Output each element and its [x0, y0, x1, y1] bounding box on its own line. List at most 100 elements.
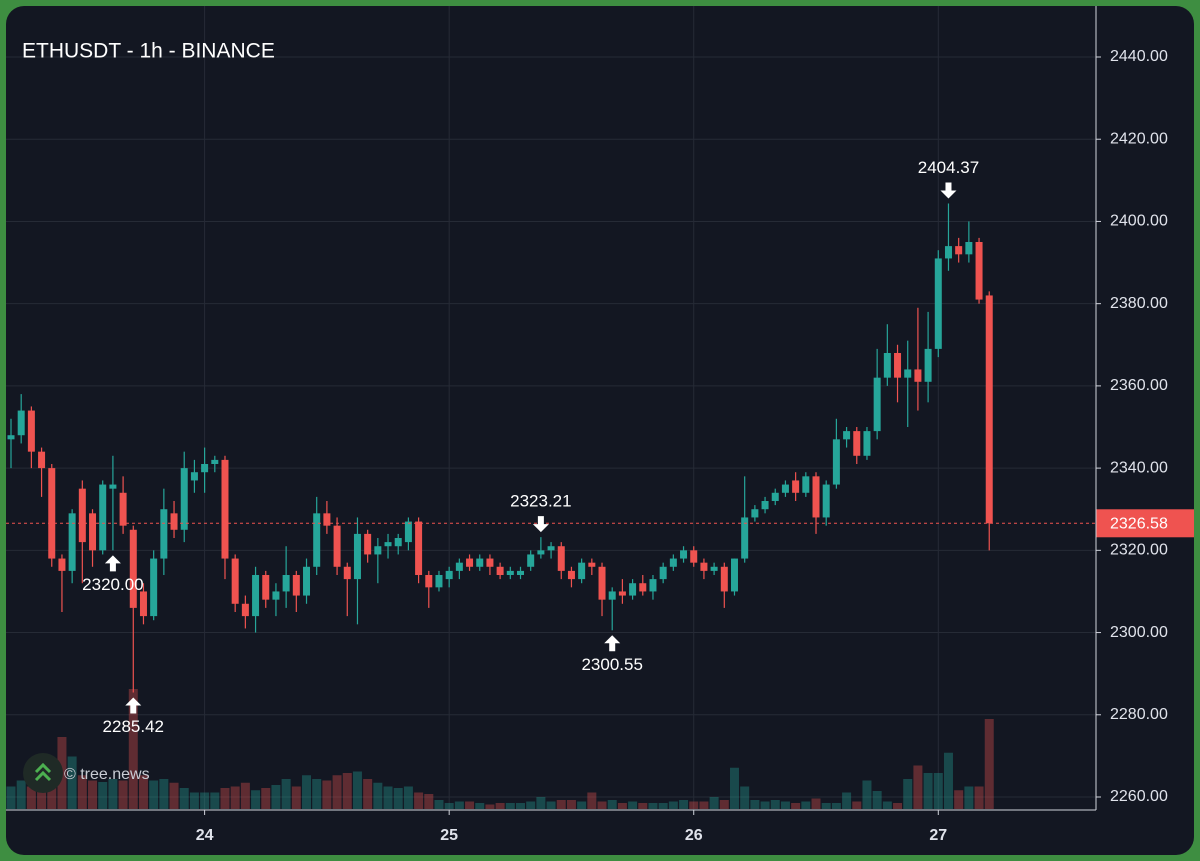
volume-bar: [607, 800, 617, 809]
volume-bar: [893, 803, 903, 809]
volume-bar: [128, 689, 138, 809]
volume-bar: [352, 771, 362, 809]
candle-body: [659, 566, 667, 580]
volume-bar: [628, 801, 638, 809]
candle-body: [690, 550, 698, 563]
volume-bar: [658, 803, 668, 809]
volume-bar: [118, 780, 128, 809]
candle-body: [792, 480, 800, 493]
candle-body: [292, 575, 300, 596]
candle-body: [496, 566, 504, 575]
candle-body: [445, 570, 453, 580]
candle-body: [272, 591, 280, 600]
annotation-label: 2300.55: [581, 655, 642, 674]
candle-body: [425, 575, 433, 588]
candle-body: [944, 246, 952, 259]
candle-body: [965, 242, 973, 255]
candle-body: [17, 410, 25, 436]
candle-body: [170, 513, 178, 530]
volume-bar: [526, 801, 536, 809]
volume-bar: [98, 782, 108, 809]
candle-body: [262, 575, 270, 600]
plot-area: [6, 6, 1194, 810]
volume-bar: [709, 797, 719, 809]
x-tick-label: 27: [929, 827, 947, 844]
volume-bar: [587, 792, 597, 809]
candle-body: [904, 369, 912, 378]
volume-bar: [495, 803, 505, 809]
candle-body: [415, 521, 423, 575]
volume-bar: [750, 800, 760, 809]
volume-bar: [465, 801, 475, 809]
volume-bar: [821, 803, 831, 809]
volume-bar: [852, 801, 862, 809]
volume-bar: [872, 791, 882, 809]
candle-body: [252, 575, 260, 617]
volume-bar: [37, 782, 47, 809]
candle-body: [374, 546, 382, 555]
candle-body: [119, 492, 127, 526]
volume-bar: [108, 779, 118, 809]
x-tick-label: 24: [196, 827, 214, 844]
volume-bar: [47, 779, 57, 809]
candle-body: [150, 558, 158, 617]
candle-body: [323, 513, 331, 526]
volume-bar: [332, 775, 342, 809]
volume-bar: [138, 775, 148, 809]
panel: [6, 6, 1194, 855]
volume-bar: [454, 801, 464, 809]
volume-bar: [291, 786, 301, 809]
candle-body: [710, 566, 718, 571]
candle-body: [669, 558, 677, 567]
annotation-arrow: [940, 182, 957, 199]
y-tick-label: 2260.00: [1110, 788, 1168, 805]
candle-body: [129, 529, 137, 608]
annotation-arrow: [125, 697, 142, 714]
candle-body: [730, 558, 738, 592]
candle-body: [771, 492, 779, 501]
candle-body: [476, 558, 484, 567]
volume-bar: [699, 801, 709, 809]
volume-bar: [668, 801, 678, 809]
volume-bar: [954, 790, 964, 809]
candle-body: [873, 377, 881, 432]
volume-bar: [149, 780, 159, 809]
candle-body: [608, 591, 616, 600]
volume-bar: [913, 765, 923, 809]
candle-body: [781, 484, 789, 493]
volume-bar: [77, 775, 87, 809]
candle-body: [527, 554, 535, 567]
annotation-label: 2323.21: [510, 492, 571, 511]
candle-body: [68, 513, 76, 571]
candle-body: [517, 570, 524, 575]
candle-body: [486, 558, 494, 567]
volume-bar: [393, 788, 403, 809]
volume-bar: [648, 803, 658, 809]
candle-body: [567, 570, 575, 580]
candle-body: [384, 542, 392, 547]
candle-body: [343, 566, 351, 580]
x-tick-label: 25: [440, 827, 458, 844]
candle-body: [78, 488, 86, 543]
y-tick-label: 2420.00: [1110, 130, 1168, 147]
candle-body: [211, 459, 219, 464]
volume-bar: [169, 782, 179, 809]
annotation-label: 2320.00: [82, 575, 143, 594]
candle-body: [404, 521, 412, 543]
volume-bar: [312, 779, 322, 809]
candle-body: [802, 476, 810, 493]
candle-body: [506, 570, 514, 575]
volume-bar: [862, 780, 872, 809]
x-tick-label: 26: [685, 827, 703, 844]
candle-body: [333, 525, 341, 567]
volume-bar: [271, 785, 281, 809]
candle-body: [221, 459, 229, 559]
candle-body: [924, 348, 932, 382]
annotation-arrow: [104, 555, 121, 572]
volume-bar: [516, 803, 525, 809]
volume-bar: [6, 786, 16, 809]
candle-body: [588, 562, 596, 567]
volume-bar: [444, 803, 454, 809]
candle-body: [751, 509, 759, 518]
